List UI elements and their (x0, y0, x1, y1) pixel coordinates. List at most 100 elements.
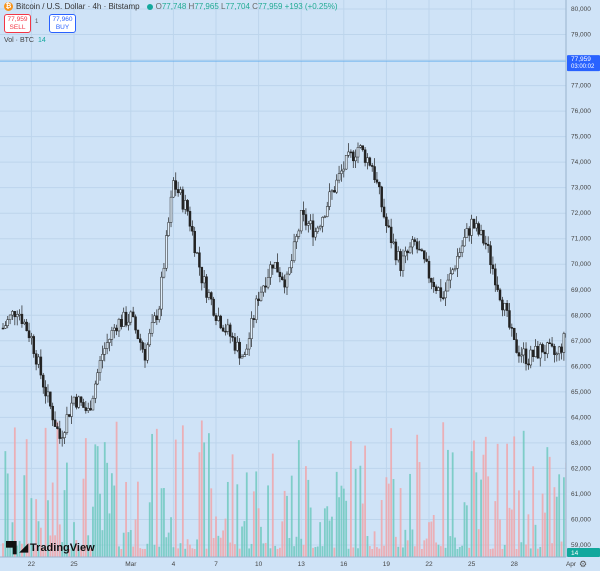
candle[interactable] (186, 200, 189, 212)
candle[interactable] (68, 414, 71, 417)
candle[interactable] (299, 210, 303, 232)
candle[interactable] (349, 151, 353, 154)
candle[interactable] (231, 336, 234, 338)
candle[interactable] (226, 324, 230, 332)
candle[interactable] (269, 264, 272, 278)
candle[interactable] (134, 316, 137, 331)
candle[interactable] (328, 191, 331, 207)
candle[interactable] (30, 336, 33, 339)
candle[interactable] (297, 230, 301, 237)
candle[interactable] (1, 327, 5, 330)
candle[interactable] (439, 287, 443, 298)
candle[interactable] (110, 330, 114, 340)
candle[interactable] (458, 252, 462, 257)
candle[interactable] (129, 311, 133, 323)
candle[interactable] (254, 298, 258, 320)
candle[interactable] (86, 408, 90, 411)
candle[interactable] (108, 339, 111, 343)
candle[interactable] (75, 396, 78, 408)
candle[interactable] (501, 299, 504, 311)
candle[interactable] (79, 396, 83, 403)
candle[interactable] (427, 261, 431, 279)
candle[interactable] (465, 228, 469, 238)
candle[interactable] (15, 314, 19, 318)
candle[interactable] (399, 251, 402, 271)
candle[interactable] (98, 360, 102, 373)
candle[interactable] (460, 245, 464, 253)
candle[interactable] (60, 437, 64, 439)
candle[interactable] (217, 315, 220, 321)
candle[interactable] (8, 314, 12, 320)
candle[interactable] (401, 255, 405, 271)
candle[interactable] (20, 313, 24, 324)
candle[interactable] (96, 372, 99, 385)
candle[interactable] (418, 248, 421, 251)
candle[interactable] (115, 327, 118, 332)
candle[interactable] (212, 298, 215, 316)
sell-button[interactable]: 77,959 SELL (4, 14, 31, 33)
candle[interactable] (46, 391, 50, 397)
candle[interactable] (58, 428, 62, 439)
candle[interactable] (449, 273, 452, 281)
candle[interactable] (127, 321, 130, 326)
candle[interactable] (489, 245, 492, 266)
candle[interactable] (139, 338, 142, 343)
candle[interactable] (423, 250, 426, 260)
candle[interactable] (23, 321, 26, 324)
candle[interactable] (314, 231, 317, 238)
candle[interactable] (333, 190, 336, 193)
candle[interactable] (406, 250, 409, 254)
candle[interactable] (396, 251, 400, 261)
candle[interactable] (271, 264, 275, 269)
candle[interactable] (165, 235, 168, 269)
candle[interactable] (221, 327, 225, 332)
candle[interactable] (344, 155, 348, 170)
candle[interactable] (508, 310, 511, 328)
candle[interactable] (529, 349, 533, 366)
candle[interactable] (105, 342, 109, 349)
candle[interactable] (136, 329, 140, 339)
candle[interactable] (415, 241, 419, 250)
candle[interactable] (101, 354, 104, 361)
candle[interactable] (176, 189, 180, 194)
candle[interactable] (167, 222, 170, 236)
candle[interactable] (408, 246, 412, 254)
candle[interactable] (153, 315, 156, 323)
candle[interactable] (117, 319, 121, 332)
candle[interactable] (503, 303, 506, 311)
candle[interactable] (228, 324, 232, 337)
candle[interactable] (368, 157, 372, 166)
candle[interactable] (290, 260, 293, 269)
candle[interactable] (181, 189, 185, 210)
candle[interactable] (531, 349, 535, 357)
candle[interactable] (517, 352, 521, 357)
candle[interactable] (330, 190, 334, 193)
candle[interactable] (124, 311, 128, 326)
candle[interactable] (200, 266, 204, 284)
candle[interactable] (188, 211, 192, 227)
candle[interactable] (555, 353, 559, 356)
candle[interactable] (307, 223, 310, 226)
candle[interactable] (193, 230, 196, 253)
candle[interactable] (174, 180, 178, 190)
candle[interactable] (160, 276, 163, 310)
candle[interactable] (491, 264, 495, 270)
candle[interactable] (44, 386, 47, 397)
candle[interactable] (380, 186, 383, 208)
candle[interactable] (321, 217, 324, 227)
candle[interactable] (472, 218, 476, 229)
candle[interactable] (172, 180, 175, 198)
candle[interactable] (456, 256, 459, 269)
candle[interactable] (131, 311, 135, 318)
candle[interactable] (243, 354, 246, 357)
candle[interactable] (304, 214, 308, 226)
candle[interactable] (441, 297, 445, 299)
candle[interactable] (122, 311, 125, 327)
candle[interactable] (150, 322, 154, 334)
candle[interactable] (276, 262, 279, 273)
candle[interactable] (546, 342, 549, 355)
gear-icon[interactable]: ⚙ (579, 559, 587, 569)
candle[interactable] (94, 383, 97, 399)
candle[interactable] (527, 363, 530, 366)
